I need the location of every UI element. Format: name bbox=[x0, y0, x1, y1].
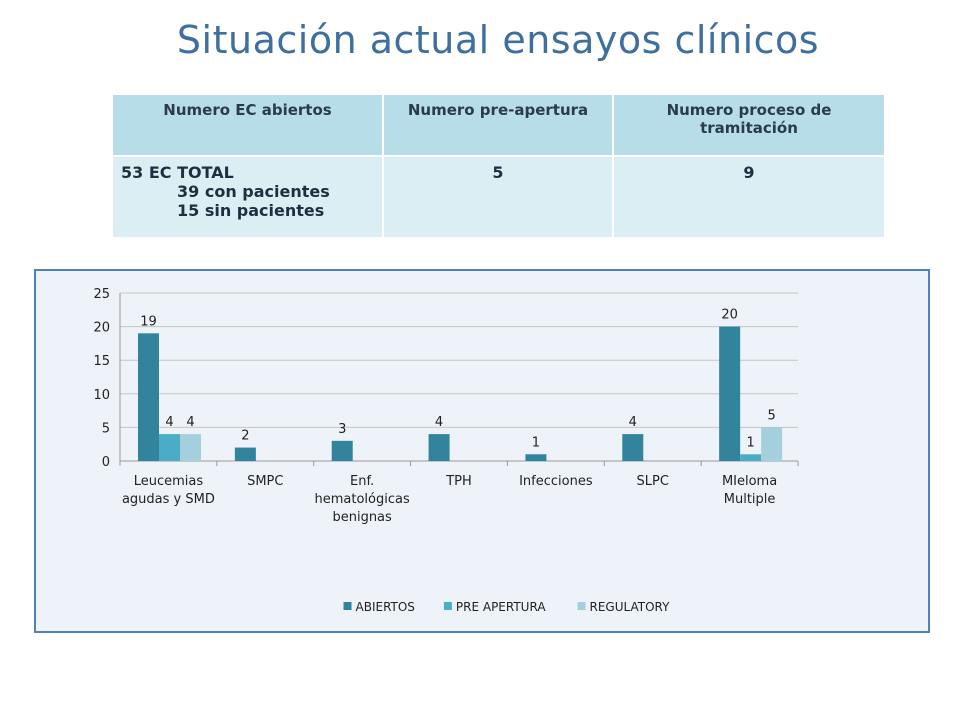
cell-in-process: 9 bbox=[613, 156, 886, 237]
table-header-row: Numero EC abiertos Numero pre-apertura N… bbox=[113, 95, 886, 157]
cell-open-trials: 53 EC TOTAL 39 con pacientes 15 sin paci… bbox=[113, 156, 384, 237]
data-label: 2 bbox=[241, 429, 249, 444]
clinical-trials-table: Numero EC abiertos Numero pre-apertura N… bbox=[113, 95, 886, 237]
data-label: 20 bbox=[721, 308, 738, 323]
bar-abiertos bbox=[138, 333, 159, 461]
x-tick-label: SMPC bbox=[247, 474, 283, 489]
x-tick-label: Multiple bbox=[724, 492, 776, 507]
data-label: 19 bbox=[140, 314, 157, 329]
data-label: 3 bbox=[338, 422, 346, 437]
bar-pre-apertura bbox=[740, 454, 762, 461]
bar-abiertos bbox=[428, 434, 450, 461]
chart-panel: 0 5 10 15 20 25 19 4 4 Leucemias agudas y SMD 2 SMPC… bbox=[34, 269, 930, 633]
bar-regulatory bbox=[761, 427, 783, 461]
cell-pre-opening: 5 bbox=[383, 156, 614, 237]
x-tick-label: agudas y SMD bbox=[122, 492, 215, 507]
bar-regulatory bbox=[180, 434, 201, 461]
x-tick-label: Infecciones bbox=[519, 474, 593, 489]
data-label: 4 bbox=[435, 415, 443, 430]
data-label: 5 bbox=[768, 408, 776, 423]
x-tick-label: benignas bbox=[332, 510, 392, 525]
page-title: Situación actual ensayos clínicos bbox=[176, 18, 820, 62]
legend-entry: REGULATORY bbox=[590, 600, 671, 614]
bar-abiertos bbox=[719, 326, 741, 461]
x-tick-label: SLPC bbox=[637, 474, 669, 489]
bar-abiertos bbox=[622, 434, 644, 461]
table-row: 53 EC TOTAL 39 con pacientes 15 sin paci… bbox=[113, 156, 886, 237]
y-tick-label: 20 bbox=[93, 321, 110, 336]
bar-abiertos bbox=[525, 454, 547, 461]
y-tick-label: 10 bbox=[93, 388, 110, 403]
x-tick-label: Leucemias bbox=[134, 474, 204, 489]
bar-abiertos bbox=[234, 447, 256, 461]
with-patients-text: 39 con pacientes bbox=[177, 182, 330, 201]
header-pre-opening: Numero pre-apertura bbox=[383, 95, 614, 157]
x-tick-label: Enf. bbox=[350, 474, 374, 489]
header-in-process: Numero proceso de tramitación bbox=[613, 95, 886, 157]
legend-swatch bbox=[443, 602, 452, 610]
data-label: 1 bbox=[532, 435, 540, 450]
x-tick-label: hematológicas bbox=[315, 492, 410, 507]
legend-swatch bbox=[577, 602, 586, 610]
legend-swatch bbox=[343, 602, 352, 610]
data-label: 4 bbox=[186, 415, 194, 430]
y-tick-label: 0 bbox=[102, 455, 110, 470]
total-trials-text: 53 EC TOTAL bbox=[121, 163, 234, 182]
data-label: 4 bbox=[629, 415, 637, 430]
y-tick-label: 5 bbox=[102, 421, 110, 436]
bar-pre-apertura bbox=[159, 434, 180, 461]
y-tick-label: 25 bbox=[93, 287, 110, 302]
x-tick-label: TPH bbox=[445, 474, 472, 489]
data-label: 1 bbox=[747, 435, 755, 450]
y-tick-label: 15 bbox=[93, 354, 110, 369]
legend-entry: PRE APERTURA bbox=[456, 600, 546, 614]
without-patients-text: 15 sin pacientes bbox=[177, 201, 325, 220]
header-open-trials: Numero EC abiertos bbox=[113, 95, 384, 157]
bar-abiertos bbox=[331, 440, 353, 461]
data-label: 4 bbox=[165, 415, 173, 430]
x-tick-label: MIeloma bbox=[722, 474, 777, 489]
legend-entry: ABIERTOS bbox=[356, 600, 415, 614]
